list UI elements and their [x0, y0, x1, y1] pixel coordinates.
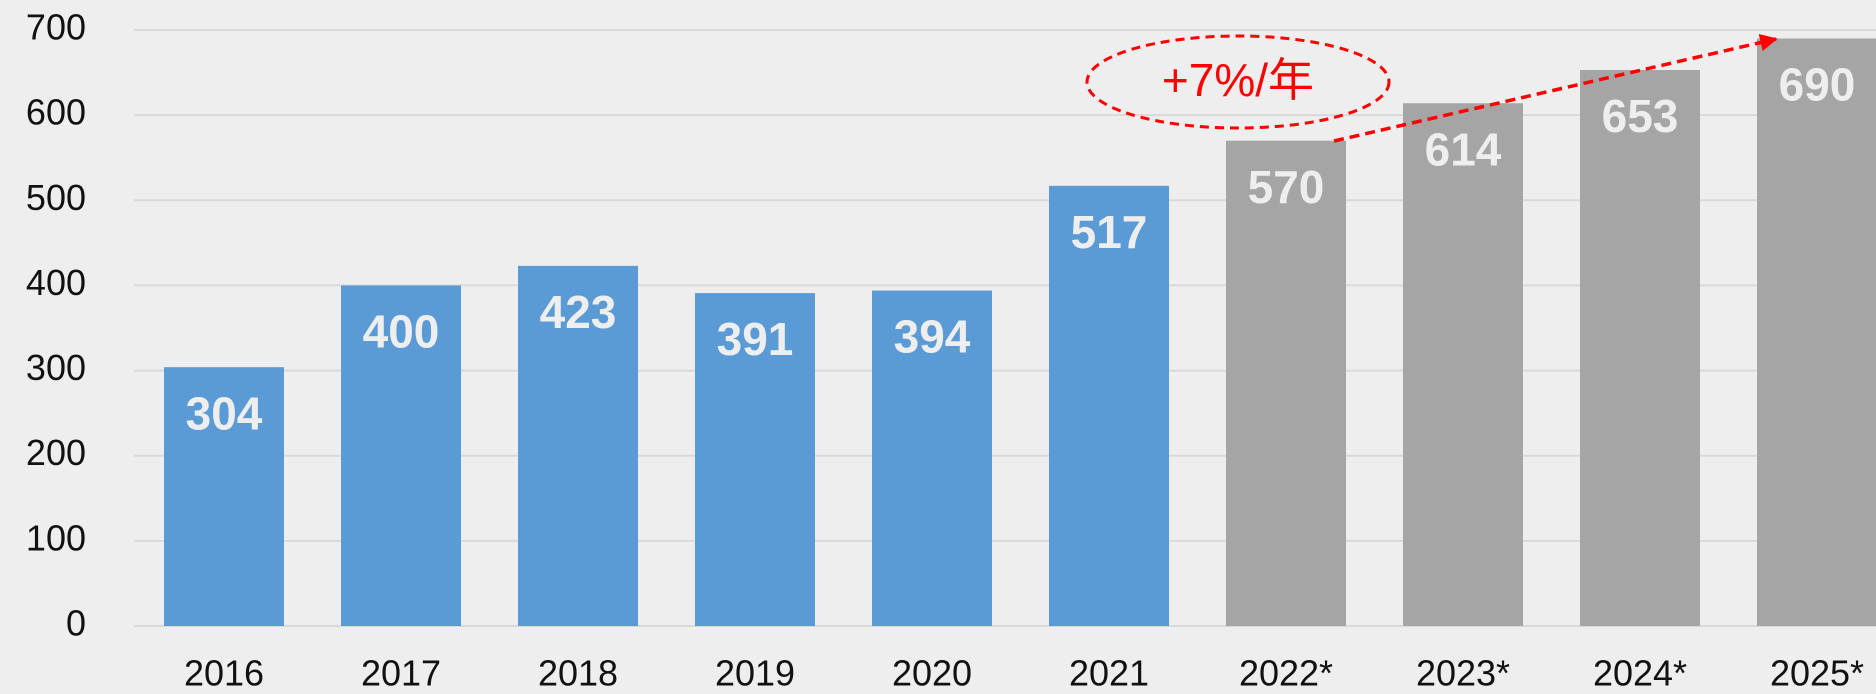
- annotation: +7%/年: [1162, 54, 1314, 106]
- x-tick-label: 2024*: [1593, 653, 1687, 694]
- y-tick-label: 400: [26, 262, 86, 303]
- y-tick-label: 300: [26, 347, 86, 388]
- bar: [1757, 38, 1876, 627]
- y-tick-label: 200: [26, 432, 86, 473]
- y-tick-label: 600: [26, 92, 86, 133]
- x-tick-label: 2023*: [1416, 653, 1510, 694]
- y-tick-label: 700: [26, 7, 86, 48]
- value-label: 614: [1425, 123, 1502, 175]
- value-label: 400: [363, 306, 440, 358]
- bar: [1580, 70, 1700, 626]
- value-label: 394: [894, 311, 971, 363]
- value-label: 304: [186, 387, 263, 439]
- value-label: 423: [540, 286, 617, 338]
- x-tick-label: 2022*: [1239, 653, 1333, 694]
- bar: [1403, 103, 1523, 627]
- bar: [164, 367, 284, 626]
- y-tick-label: 500: [26, 177, 86, 218]
- trend-arrow: [1333, 34, 1778, 143]
- x-tick-label: 2018: [538, 653, 618, 694]
- annotation-ellipse: [1085, 34, 1391, 130]
- value-label: 391: [717, 313, 794, 365]
- bar: [1049, 185, 1169, 626]
- bar: [872, 290, 992, 626]
- bar: [341, 285, 461, 626]
- x-tick-label: 2017: [361, 653, 441, 694]
- y-tick-label: 0: [66, 603, 86, 644]
- x-tick-label: 2019: [715, 653, 795, 694]
- bar: [695, 293, 815, 626]
- x-tick-label: 2021: [1069, 653, 1149, 694]
- value-label: 690: [1779, 59, 1856, 111]
- value-label: 653: [1602, 90, 1679, 142]
- y-tick-label: 100: [26, 517, 86, 558]
- bar: [1226, 140, 1346, 626]
- x-tick-label: 2020: [892, 653, 972, 694]
- x-tick-label: 2025*: [1770, 653, 1864, 694]
- value-label: 570: [1248, 161, 1325, 213]
- x-tick-label: 2016: [184, 653, 264, 694]
- bars: 304 400 423 391 394 517 570 614 653 690: [164, 38, 1876, 627]
- value-label: 517: [1071, 206, 1148, 258]
- bar: [518, 265, 638, 626]
